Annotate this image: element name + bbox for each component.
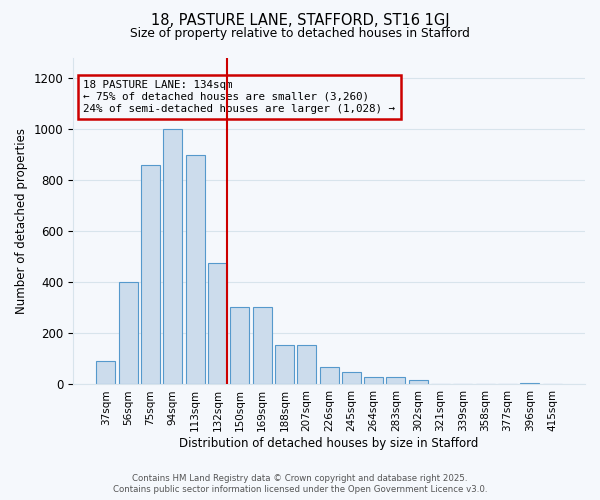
Bar xyxy=(320,366,338,384)
Text: 18 PASTURE LANE: 134sqm
← 75% of detached houses are smaller (3,260)
24% of semi: 18 PASTURE LANE: 134sqm ← 75% of detache… xyxy=(83,80,395,114)
Bar xyxy=(163,129,182,384)
Bar xyxy=(96,362,115,384)
Text: Contains HM Land Registry data © Crown copyright and database right 2025.
Contai: Contains HM Land Registry data © Crown c… xyxy=(113,474,487,494)
Bar xyxy=(230,306,249,384)
Text: Size of property relative to detached houses in Stafford: Size of property relative to detached ho… xyxy=(130,28,470,40)
Bar xyxy=(520,383,539,384)
X-axis label: Distribution of detached houses by size in Stafford: Distribution of detached houses by size … xyxy=(179,437,479,450)
Y-axis label: Number of detached properties: Number of detached properties xyxy=(15,128,28,314)
Bar xyxy=(141,165,160,384)
Bar xyxy=(208,263,227,384)
Bar xyxy=(275,345,294,385)
Bar xyxy=(297,345,316,385)
Bar xyxy=(409,380,428,384)
Bar xyxy=(342,372,361,384)
Bar xyxy=(364,377,383,384)
Text: 18, PASTURE LANE, STAFFORD, ST16 1GJ: 18, PASTURE LANE, STAFFORD, ST16 1GJ xyxy=(151,12,449,28)
Bar xyxy=(185,154,205,384)
Bar xyxy=(119,282,137,384)
Bar xyxy=(253,306,272,384)
Bar xyxy=(386,377,406,384)
